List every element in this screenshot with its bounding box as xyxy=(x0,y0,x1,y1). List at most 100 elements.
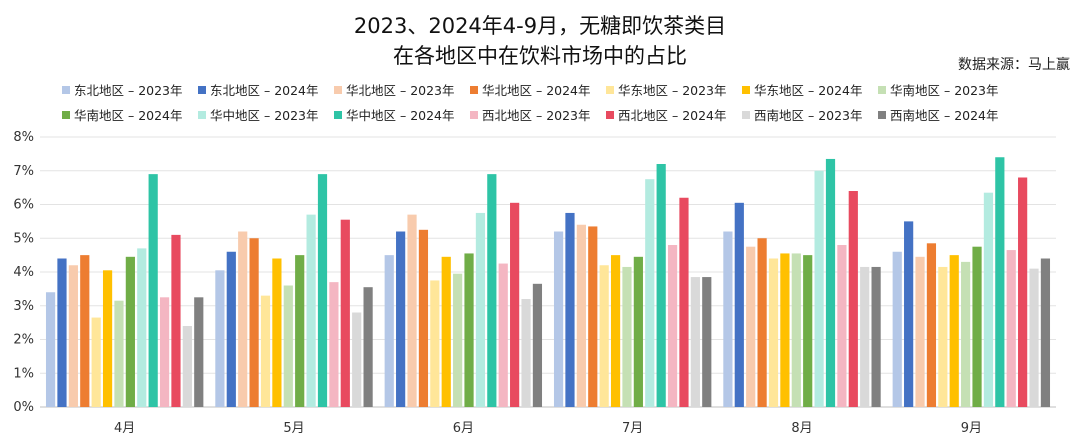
bar xyxy=(702,277,712,407)
bar xyxy=(690,277,700,407)
bar xyxy=(768,258,779,407)
bar xyxy=(272,258,282,407)
bar xyxy=(803,255,813,408)
legend-label: 华东地区 – 2024年 xyxy=(754,83,863,98)
legend-item: 东北地区 – 2024年 xyxy=(198,80,334,99)
bar xyxy=(1018,177,1028,407)
bar xyxy=(1040,258,1051,407)
legend-label: 华南地区 – 2023年 xyxy=(890,83,999,98)
legend-swatch xyxy=(334,85,342,94)
bar xyxy=(679,197,689,407)
legend-item: 西南地区 – 2023年 xyxy=(742,105,878,124)
legend-item: 西南地区 – 2024年 xyxy=(878,105,1014,124)
bar xyxy=(260,295,271,408)
y-tick-label: 7% xyxy=(13,164,34,179)
bar xyxy=(441,256,451,407)
bar xyxy=(80,255,90,408)
bar xyxy=(610,255,621,408)
legend-item: 西北地区 – 2024年 xyxy=(606,105,742,124)
legend-swatch xyxy=(62,85,70,94)
legend-item: 华南地区 – 2024年 xyxy=(62,105,198,124)
bar xyxy=(553,231,564,407)
y-tick-label: 8% xyxy=(13,130,34,145)
legend-label: 东北地区 – 2024年 xyxy=(210,83,319,98)
bar xyxy=(159,297,170,407)
bar xyxy=(384,255,394,408)
chart-title-line-1: 2023、2024年4-9月，无糖即饮茶类目 xyxy=(353,14,727,38)
bar xyxy=(734,202,744,407)
x-tick-label: 5月 xyxy=(283,421,304,436)
legend-item: 华中地区 – 2023年 xyxy=(198,105,334,124)
legend-swatch xyxy=(878,110,886,119)
bar xyxy=(91,317,101,407)
bar xyxy=(114,300,124,407)
bar xyxy=(949,255,959,408)
bar xyxy=(825,158,836,407)
y-tick-label: 0% xyxy=(13,400,34,415)
bar xyxy=(565,212,575,407)
legend-label: 华东地区 – 2023年 xyxy=(618,83,727,98)
legend-label: 西北地区 – 2024年 xyxy=(618,108,727,123)
bar xyxy=(363,287,373,407)
legend-item: 华北地区 – 2023年 xyxy=(334,80,470,99)
bar xyxy=(521,299,531,407)
bar xyxy=(102,270,113,407)
legend-swatch xyxy=(334,110,342,119)
legend-swatch xyxy=(606,110,614,119)
legend-item: 华东地区 – 2024年 xyxy=(742,80,878,99)
bar xyxy=(487,174,497,408)
bar xyxy=(723,231,733,407)
bar xyxy=(125,256,135,407)
bar xyxy=(576,224,586,407)
bar xyxy=(407,214,417,408)
legend-label: 西南地区 – 2023年 xyxy=(754,108,863,123)
bar xyxy=(532,283,543,407)
bar xyxy=(45,292,56,407)
bar xyxy=(746,246,756,407)
bar xyxy=(667,245,678,407)
bar xyxy=(249,238,259,407)
y-tick-label: 6% xyxy=(13,198,34,213)
bar xyxy=(645,179,655,407)
bar xyxy=(226,251,236,407)
bar xyxy=(938,266,948,407)
bar xyxy=(317,174,328,408)
legend-label: 华北地区 – 2024年 xyxy=(482,83,591,98)
y-tick-label: 4% xyxy=(13,265,34,280)
chart-legend: 东北地区 – 2023年 东北地区 – 2024年 华北地区 – 2023年 华北地区… xyxy=(62,80,1022,124)
bar xyxy=(972,246,982,407)
bar xyxy=(995,157,1005,407)
legend-swatch xyxy=(198,110,206,119)
bar xyxy=(182,326,192,407)
bar xyxy=(283,285,293,407)
legend-label: 华南地区 – 2024年 xyxy=(74,108,183,123)
bar xyxy=(171,234,181,408)
legend-item: 华东地区 – 2023年 xyxy=(606,80,742,99)
bar xyxy=(194,297,204,407)
legend-item: 东北地区 – 2023年 xyxy=(62,80,198,99)
y-tick-label: 1% xyxy=(13,366,34,381)
bar xyxy=(837,245,847,407)
bar xyxy=(68,265,78,407)
y-tick-label: 3% xyxy=(13,299,34,314)
bar xyxy=(464,253,474,407)
bar xyxy=(860,266,870,407)
y-tick-label: 2% xyxy=(13,333,34,348)
legend-swatch xyxy=(606,85,614,94)
bar xyxy=(430,280,440,407)
bar xyxy=(238,231,248,407)
bar xyxy=(915,256,925,407)
legend-item: 华中地区 – 2024年 xyxy=(334,105,470,124)
bar xyxy=(757,238,767,407)
bar xyxy=(892,251,902,407)
legend-swatch xyxy=(62,110,70,119)
legend-swatch xyxy=(470,85,478,94)
x-tick-label: 8月 xyxy=(791,421,812,436)
legend-label: 西南地区 – 2024年 xyxy=(890,108,999,123)
x-tick-label: 6月 xyxy=(453,421,474,436)
legend-item: 西北地区 – 2023年 xyxy=(470,105,606,124)
legend-swatch xyxy=(470,110,478,119)
bar xyxy=(396,231,406,407)
